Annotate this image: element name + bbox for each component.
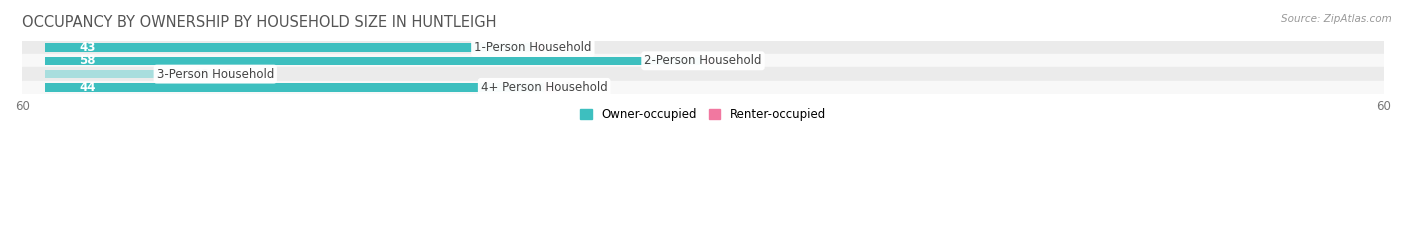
Text: 3-Person Household: 3-Person Household [156,68,274,81]
Bar [45,43,533,52]
Text: Source: ZipAtlas.com: Source: ZipAtlas.com [1281,14,1392,24]
Text: 4+ Person Household: 4+ Person Household [481,81,607,94]
Bar [22,54,1384,68]
Text: 2-Person Household: 2-Person Household [644,54,762,67]
Text: 43: 43 [79,41,96,54]
Text: 44: 44 [79,81,96,94]
Bar [533,43,544,52]
Text: 1: 1 [565,81,572,94]
Text: 1: 1 [554,41,561,54]
Bar [45,57,703,65]
Bar [22,81,1384,94]
Text: 0: 0 [225,68,232,81]
Legend: Owner-occupied, Renter-occupied: Owner-occupied, Renter-occupied [579,108,827,121]
Text: 15: 15 [194,68,209,81]
Bar [45,83,544,92]
Bar [22,68,1384,81]
Bar [703,57,714,65]
Text: 58: 58 [79,54,96,67]
Text: 1: 1 [724,54,731,67]
Text: 1-Person Household: 1-Person Household [474,41,592,54]
Bar [22,41,1384,54]
Bar [45,70,215,78]
Bar [544,83,555,92]
Text: OCCUPANCY BY OWNERSHIP BY HOUSEHOLD SIZE IN HUNTLEIGH: OCCUPANCY BY OWNERSHIP BY HOUSEHOLD SIZE… [22,15,496,30]
